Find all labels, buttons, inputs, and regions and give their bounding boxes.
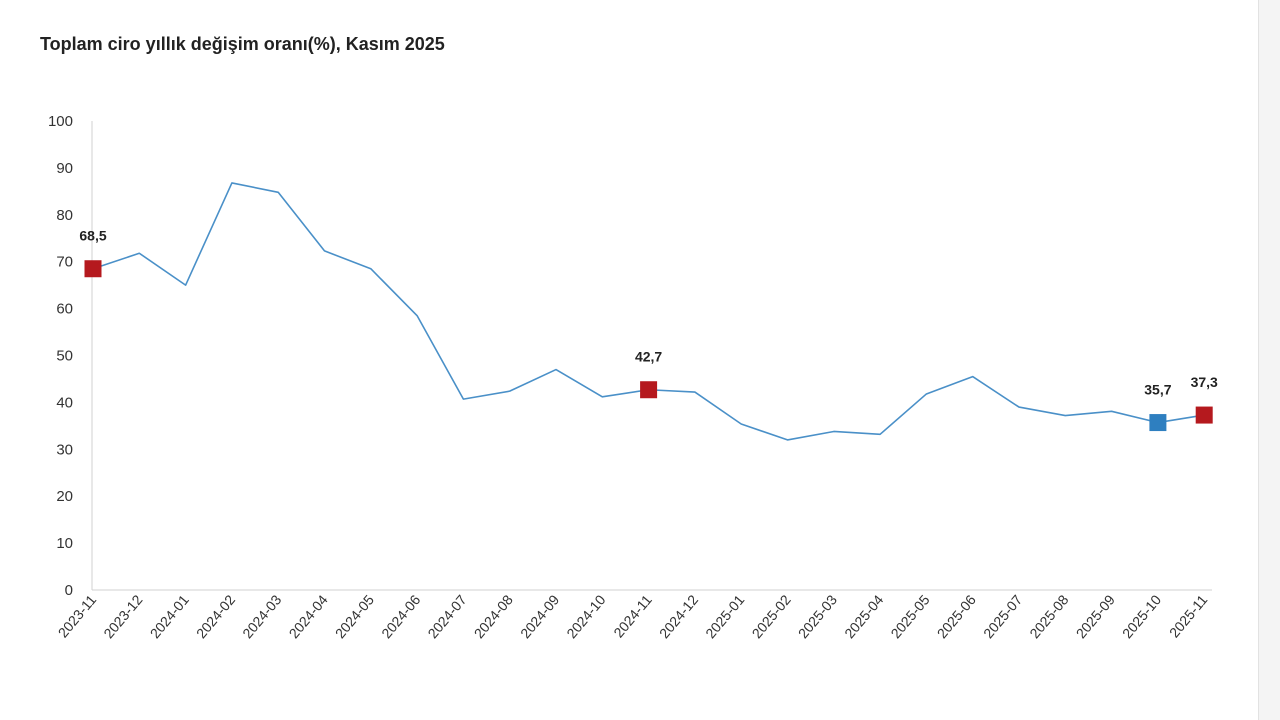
data-label: 68,5: [79, 228, 106, 244]
x-tick-label: 2025-02: [749, 591, 794, 641]
x-tick-label: 2024-09: [517, 591, 562, 641]
y-tick-label: 70: [56, 254, 73, 271]
data-marker: [1149, 414, 1167, 432]
chart-title: Toplam ciro yıllık değişim oranı(%), Kas…: [40, 34, 445, 54]
scrollbar-track[interactable]: [1258, 0, 1280, 720]
x-tick-label: 2025-07: [980, 591, 1025, 641]
x-tick-label: 2025-06: [934, 591, 979, 641]
x-tick-label: 2025-05: [887, 591, 932, 641]
x-tick-label: 2025-01: [702, 591, 747, 641]
y-tick-label: 80: [56, 207, 73, 224]
series-line: [92, 182, 1205, 441]
x-tick-label: 2023-11: [55, 591, 100, 640]
x-tick-label: 2024-12: [656, 591, 701, 641]
x-tick-label: 2025-11: [1166, 591, 1211, 640]
x-tick-label: 2023-12: [100, 591, 145, 641]
data-marker: [1195, 406, 1213, 424]
y-tick-label: 10: [56, 535, 73, 552]
x-tick-label: 2025-10: [1119, 591, 1164, 641]
x-tick-label: 2024-01: [147, 591, 192, 641]
x-tick-label: 2024-02: [193, 591, 238, 641]
x-tick-label: 2024-03: [239, 591, 284, 641]
data-label: 37,3: [1191, 374, 1218, 390]
x-tick-label: 2024-11: [610, 591, 655, 640]
y-tick-label: 0: [65, 582, 73, 599]
x-tick-label: 2024-08: [471, 591, 516, 641]
data-label: 35,7: [1144, 382, 1171, 398]
x-tick-label: 2025-04: [841, 591, 886, 641]
y-tick-label: 20: [56, 488, 73, 505]
data-marker: [640, 381, 658, 399]
y-tick-label: 50: [56, 348, 73, 365]
x-tick-label: 2024-05: [332, 591, 377, 641]
y-tick-label: 60: [56, 301, 73, 318]
y-tick-label: 40: [56, 394, 73, 411]
x-tick-label: 2024-10: [563, 591, 608, 641]
data-marker: [84, 260, 102, 278]
data-label: 42,7: [635, 349, 662, 365]
x-tick-label: 2024-06: [378, 591, 423, 641]
y-tick-label: 90: [56, 160, 73, 177]
x-tick-label: 2024-04: [286, 591, 331, 641]
x-tick-label: 2024-07: [424, 591, 469, 641]
y-tick-label: 100: [48, 113, 73, 130]
y-tick-label: 30: [56, 441, 73, 458]
x-tick-label: 2025-09: [1073, 591, 1118, 641]
x-tick-label: 2025-03: [795, 591, 840, 641]
x-tick-label: 2025-08: [1026, 591, 1071, 641]
